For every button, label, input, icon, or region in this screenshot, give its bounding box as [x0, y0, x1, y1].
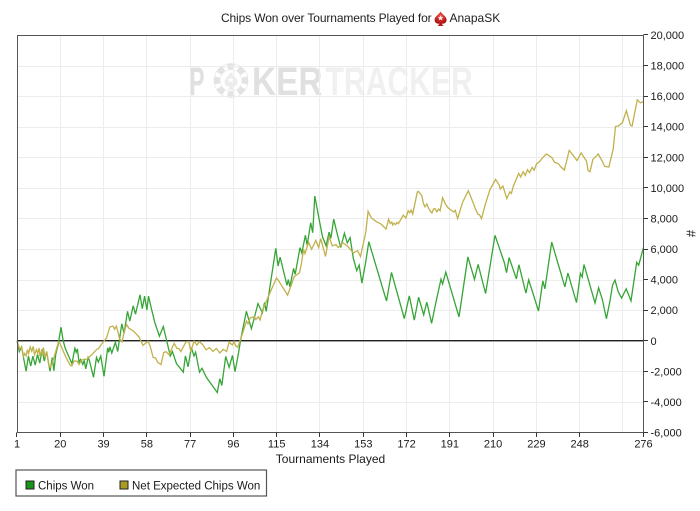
svg-text:58: 58 [141, 439, 153, 451]
svg-text:153: 153 [354, 439, 372, 451]
svg-text:P: P [190, 60, 205, 104]
svg-text:276: 276 [634, 439, 652, 451]
svg-text:-4,000: -4,000 [651, 397, 682, 409]
svg-text:115: 115 [268, 439, 286, 451]
svg-text:AnapaSK: AnapaSK [450, 11, 501, 25]
svg-text:2,000: 2,000 [651, 305, 679, 317]
svg-text:14,000: 14,000 [651, 122, 685, 134]
svg-text:-6,000: -6,000 [651, 428, 682, 440]
svg-text:1: 1 [14, 439, 20, 451]
svg-text:96: 96 [227, 439, 239, 451]
svg-text:20: 20 [54, 439, 66, 451]
svg-text:12,000: 12,000 [651, 152, 685, 164]
svg-text:0: 0 [651, 336, 657, 348]
svg-text:77: 77 [184, 439, 196, 451]
svg-text:20,000: 20,000 [651, 30, 685, 42]
svg-text:229: 229 [527, 439, 545, 451]
svg-text:8,000: 8,000 [651, 213, 679, 225]
svg-text:134: 134 [311, 439, 329, 451]
svg-text:172: 172 [397, 439, 415, 451]
svg-text:Net Expected Chips Won: Net Expected Chips Won [132, 481, 260, 493]
svg-text:16,000: 16,000 [651, 91, 685, 103]
svg-text:Chips Won: Chips Won [38, 481, 94, 493]
svg-text:Tournaments Played: Tournaments Played [276, 452, 385, 466]
svg-text:18,000: 18,000 [651, 61, 685, 73]
svg-text:Chips Won over Tournaments Pla: Chips Won over Tournaments Played for [221, 11, 432, 25]
svg-text:191: 191 [441, 439, 459, 451]
svg-text:39: 39 [97, 439, 109, 451]
svg-text:6,000: 6,000 [651, 244, 679, 256]
svg-text:248: 248 [570, 439, 588, 451]
svg-text:10,000: 10,000 [651, 183, 685, 195]
svg-text:-2,000: -2,000 [651, 366, 682, 378]
svg-text:#: # [684, 229, 699, 237]
svg-text:210: 210 [484, 439, 502, 451]
svg-text:4,000: 4,000 [651, 275, 679, 287]
